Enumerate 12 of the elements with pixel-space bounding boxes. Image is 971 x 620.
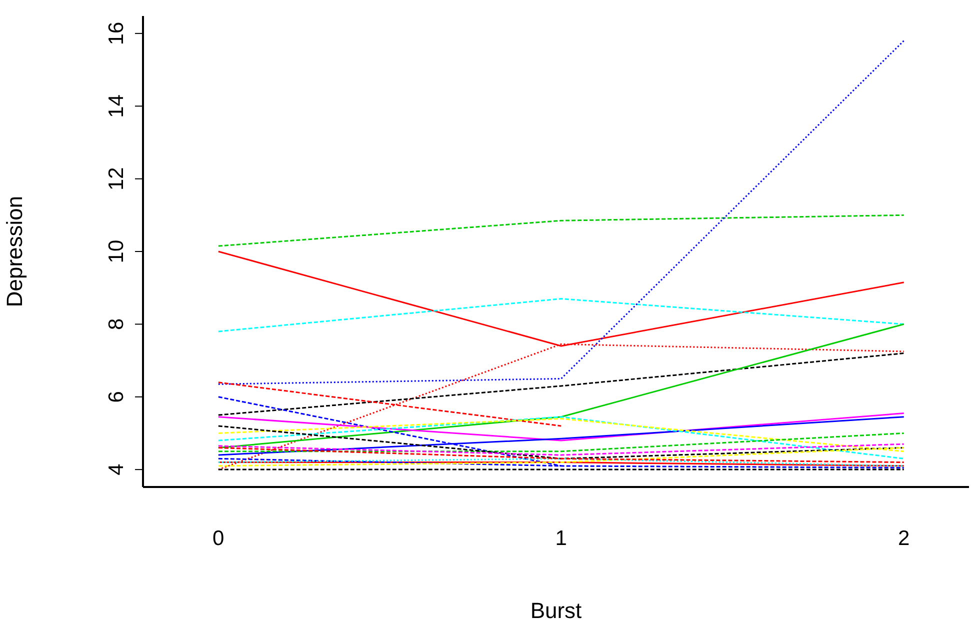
y-tick-label: 6 (105, 391, 128, 403)
x-tick-label: 1 (555, 527, 567, 550)
y-tick-label: 4 (105, 463, 128, 476)
x-axis-title: Burst (530, 598, 582, 620)
y-tick-label: 16 (105, 22, 128, 46)
y-tick-label: 8 (105, 318, 128, 330)
y-tick-label: 12 (105, 167, 128, 190)
y-tick-label: 10 (105, 240, 128, 264)
x-tick-label: 2 (898, 527, 910, 550)
x-tick-label: 0 (212, 527, 224, 550)
y-axis-title: Depression (2, 196, 27, 308)
y-tick-label: 14 (105, 94, 128, 118)
